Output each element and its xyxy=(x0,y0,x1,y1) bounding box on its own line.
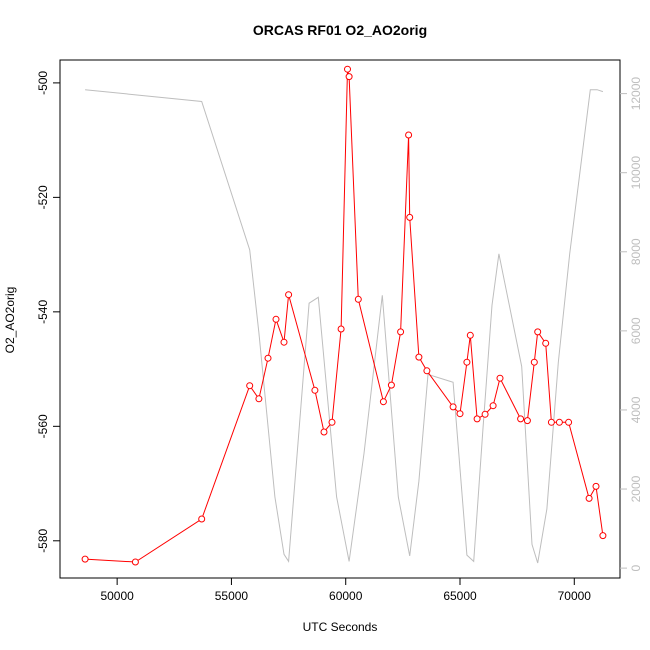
data-point xyxy=(530,358,538,366)
data-point xyxy=(272,315,280,323)
data-point xyxy=(280,338,288,346)
data-point xyxy=(255,395,263,403)
x-axis-label: UTC Seconds xyxy=(303,620,378,634)
x-tick-label: 60000 xyxy=(329,589,363,603)
x-tick-label: 50000 xyxy=(100,589,134,603)
data-point xyxy=(344,65,351,73)
y-tick-label: -540 xyxy=(36,300,50,324)
data-point xyxy=(481,410,489,418)
y2-tick-label: 8000 xyxy=(629,238,643,265)
data-point xyxy=(542,339,550,347)
data-point xyxy=(285,291,293,299)
data-point xyxy=(264,354,272,362)
x-tick-label: 70000 xyxy=(558,589,592,603)
series-layer xyxy=(81,65,607,566)
data-point xyxy=(496,374,504,382)
data-point xyxy=(397,328,405,336)
data-point xyxy=(534,328,542,336)
data-point xyxy=(405,131,413,139)
y2-tick-label: 2000 xyxy=(629,475,643,502)
y-axis-left: -500 -520 -540 -560 -580 xyxy=(36,71,60,553)
y2-tick-label: 0 xyxy=(629,564,643,571)
data-point xyxy=(449,403,457,411)
data-point xyxy=(311,386,319,394)
data-point xyxy=(517,415,525,423)
y-axis-label: O2_AO2orig xyxy=(3,287,17,354)
chart-title: ORCAS RF01 O2_AO2orig xyxy=(253,22,427,38)
data-point xyxy=(246,382,254,390)
data-point xyxy=(523,417,531,425)
data-point xyxy=(406,213,414,221)
y2-tick-label: 6000 xyxy=(629,317,643,344)
data-point xyxy=(423,367,431,375)
data-point xyxy=(81,555,89,563)
x-axis: 50000 55000 60000 65000 70000 xyxy=(100,578,591,603)
data-point xyxy=(466,331,474,339)
data-point xyxy=(131,558,139,566)
data-point xyxy=(456,410,464,418)
data-point xyxy=(415,353,423,361)
y2-tick-label: 12000 xyxy=(629,77,643,111)
data-point xyxy=(387,381,395,389)
data-point xyxy=(599,532,607,540)
data-point xyxy=(328,418,336,426)
data-point xyxy=(565,418,573,426)
y2-tick-label: 4000 xyxy=(629,396,643,423)
data-point xyxy=(489,402,497,410)
secondary-series-line xyxy=(85,89,604,564)
x-tick-label: 55000 xyxy=(215,589,249,603)
data-point xyxy=(463,358,471,366)
data-point xyxy=(345,73,353,81)
y-tick-label: -520 xyxy=(36,185,50,209)
plot-frame xyxy=(59,59,621,579)
data-point xyxy=(473,415,481,423)
data-point xyxy=(547,418,555,426)
data-point xyxy=(379,398,387,406)
data-point xyxy=(354,295,362,303)
o2-series-line xyxy=(85,69,604,563)
data-point xyxy=(337,325,345,333)
data-point xyxy=(320,428,328,436)
data-point xyxy=(198,515,206,523)
y-tick-label: -500 xyxy=(36,71,50,95)
y2-tick-label: 10000 xyxy=(629,156,643,190)
data-point xyxy=(592,482,600,490)
x-tick-label: 65000 xyxy=(443,589,477,603)
y-axis-right: 0 2000 4000 6000 8000 10000 12000 xyxy=(620,77,643,571)
y-tick-label: -580 xyxy=(36,528,50,552)
y-tick-label: -560 xyxy=(36,414,50,438)
data-point xyxy=(555,418,563,426)
data-point xyxy=(585,494,593,502)
